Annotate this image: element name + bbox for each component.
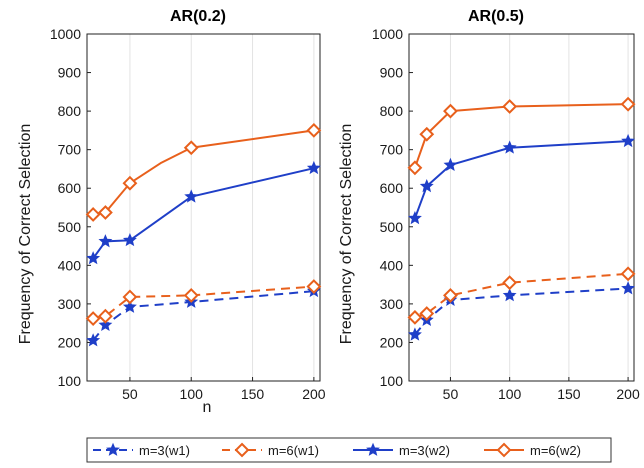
x-tick-label: 150 [241,386,265,402]
data-point [97,308,113,324]
series-m=3(w2) [86,160,321,265]
x-tick-label: 200 [302,386,326,402]
series-line [92,129,315,216]
chart-panel-ar05: AR(0.5) Frequency of Correct Selection 1… [338,8,640,402]
x-tick-label: 100 [498,386,522,402]
data-point [306,160,321,175]
y-tick-label: 100 [380,373,404,389]
legend-label: m=6(w1) [268,443,319,458]
legend-marker [234,442,250,458]
legend-marker [106,442,120,456]
legend: m=3(w1) m=6(w1) m=3(w2) m=6(w2) [86,437,612,463]
y-axis-label: Frequency of Correct Selection [17,124,34,345]
y-tick-label: 700 [380,142,404,158]
series-m=3(w1) [407,281,636,341]
legend-label: m=3(w1) [139,443,190,458]
y-tick-label: 600 [58,180,82,196]
data-point [85,311,101,326]
series-m=3(w1) [86,283,321,347]
data-point [122,299,137,313]
chart-title: AR(0.2) [170,8,226,25]
data-point [419,178,434,193]
y-tick-label: 100 [58,373,82,389]
legend-marker [496,442,512,458]
legend-entry: m=3(w1) [93,442,190,458]
y-axis-label: Frequency of Correct Selection [338,124,355,345]
data-point [306,122,322,138]
y-tick-label: 800 [58,103,82,119]
y-tick-label: 900 [58,65,82,81]
series-line [413,140,629,219]
data-point [183,140,199,156]
data-point [122,232,137,247]
data-point [122,289,138,305]
data-point [621,281,636,295]
x-axis-label: n [203,399,212,416]
y-tick-label: 800 [380,103,404,119]
y-tick-label: 600 [380,180,404,196]
data-point [620,96,636,112]
series-m=6(w1) [85,279,322,326]
series-line [92,285,314,320]
y-tick-label: 200 [380,334,404,350]
y-tick-label: 200 [58,334,82,350]
data-point [502,275,518,291]
data-point [86,333,101,347]
data-point [407,309,423,325]
y-tick-label: 400 [380,257,404,273]
data-point [122,175,138,191]
x-tick-label: 100 [180,386,204,402]
x-tick-label: 200 [616,386,640,402]
data-point [97,205,113,220]
chart-title: AR(0.5) [468,8,524,25]
y-tick-label: 700 [58,142,82,158]
data-point [183,287,199,303]
data-point [502,99,518,114]
y-tick-label: 300 [58,296,82,312]
y-tick-label: 1000 [372,26,403,42]
y-tick-label: 300 [380,296,404,312]
data-point [85,207,101,222]
plot-area [408,33,635,382]
legend-label: m=6(w2) [530,443,581,458]
y-tick-label: 500 [380,219,404,235]
y-tick-label: 1000 [50,26,81,42]
data-point [443,157,458,171]
data-point [443,287,458,303]
y-tick-label: 400 [58,257,82,273]
series-m=6(w1) [407,266,636,325]
data-point [184,189,199,203]
data-point [98,317,113,332]
plot-area [86,33,321,382]
legend-entry: m=3(w2) [353,442,450,458]
x-tick-label: 50 [443,386,459,402]
legend-label: m=3(w2) [399,443,450,458]
legend-entry: m=6(w1) [222,442,319,458]
data-point [98,234,113,248]
data-point [419,306,435,321]
legend-marker [366,442,380,456]
data-point [621,133,636,148]
data-point [419,126,435,142]
data-point [86,251,101,265]
data-point [407,160,423,176]
data-point [620,266,636,282]
y-tick-label: 500 [58,219,82,235]
data-point [502,288,517,302]
series-m=6(w2) [85,122,322,222]
series-m=3(w2) [407,133,636,225]
x-tick-label: 150 [557,386,581,402]
data-point [306,279,322,294]
series-m=6(w2) [407,96,636,176]
chart-panel-ar02: AR(0.2) Frequency of Correct Selection n… [17,8,326,416]
data-point [502,140,517,154]
data-point [443,103,458,119]
y-tick-label: 900 [380,65,404,81]
data-point [407,211,422,225]
data-point [407,327,422,341]
x-tick-label: 50 [122,386,138,402]
legend-entry: m=6(w2) [484,442,581,458]
